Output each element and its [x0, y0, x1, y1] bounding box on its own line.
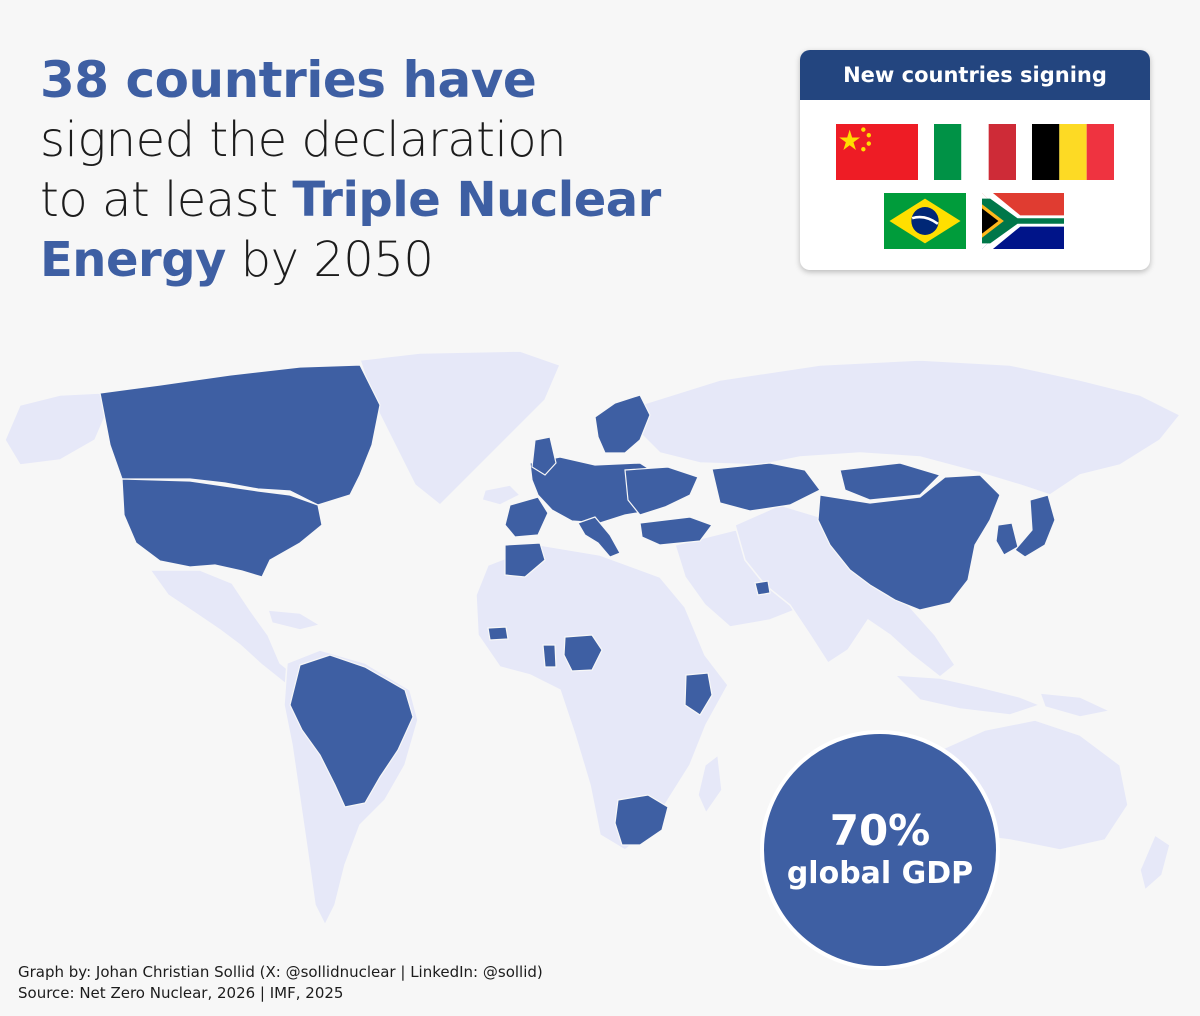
country-scandinavia [594, 394, 651, 454]
brazil-flag-icon [884, 193, 966, 249]
headline-emphasis-triple-nuclear: Triple Nuclear [292, 172, 661, 228]
credit-line: Graph by: Johan Christian Sollid (X: @so… [18, 963, 543, 981]
gdp-share-value: 70% [829, 806, 931, 855]
card-title: New countries signing [800, 50, 1150, 100]
land-caribbean [266, 609, 322, 631]
country-turkey [639, 516, 713, 546]
land-iceland [481, 484, 522, 506]
headline-line-2: signed the declaration [40, 112, 567, 168]
headline-line-4: Energy by 2050 [40, 230, 740, 290]
country-senegal [487, 626, 509, 641]
country-ghana [542, 644, 557, 668]
country-morocco [504, 542, 546, 578]
land-new-guinea [1038, 692, 1113, 718]
country-brazil [289, 654, 414, 808]
country-iberia [504, 496, 549, 538]
headline-line-3-prefix: to at least [40, 172, 293, 228]
headline-line-3: to at least Triple Nuclear [40, 170, 740, 230]
footer-credits: Graph by: Johan Christian Sollid (X: @so… [18, 962, 543, 1004]
country-nigeria [563, 634, 603, 672]
country-eastern-europe [624, 466, 699, 516]
italy-flag-icon [934, 124, 1016, 180]
land-russia [639, 359, 1182, 496]
country-japan [1014, 494, 1056, 558]
country-kazakhstan [711, 462, 821, 512]
land-alaska [4, 392, 111, 466]
land-mexico-central-america [148, 569, 297, 687]
land-indonesia [893, 674, 1043, 716]
belgium-flag-icon [1032, 124, 1114, 180]
headline-line-1: 38 countries have [40, 51, 537, 109]
land-madagascar [697, 753, 723, 815]
country-canada [99, 364, 381, 506]
headline: 38 countries have signed the declaration… [40, 50, 740, 290]
south-africa-flag-icon [982, 193, 1064, 249]
country-usa [121, 478, 323, 578]
source-line: Source: Net Zero Nuclear, 2026 | IMF, 20… [18, 984, 344, 1002]
land-new-zealand [1139, 833, 1171, 892]
land-greenland [358, 350, 562, 507]
country-united-kingdom [531, 436, 557, 476]
gdp-share-badge: 70% global GDP [760, 730, 1000, 970]
country-china [817, 474, 1001, 611]
country-kenya [684, 672, 713, 716]
country-uae [754, 580, 771, 596]
country-italy [577, 516, 621, 558]
headline-emphasis-energy: Energy [40, 232, 226, 288]
china-flag-icon [836, 124, 918, 180]
headline-line-4-suffix: by 2050 [225, 232, 434, 288]
country-mongolia [839, 462, 942, 501]
new-countries-card: New countries signing [800, 50, 1150, 270]
country-south-africa [614, 794, 669, 846]
country-korea [995, 522, 1019, 556]
world-map [4, 350, 1182, 927]
gdp-share-label: global GDP [786, 856, 974, 891]
